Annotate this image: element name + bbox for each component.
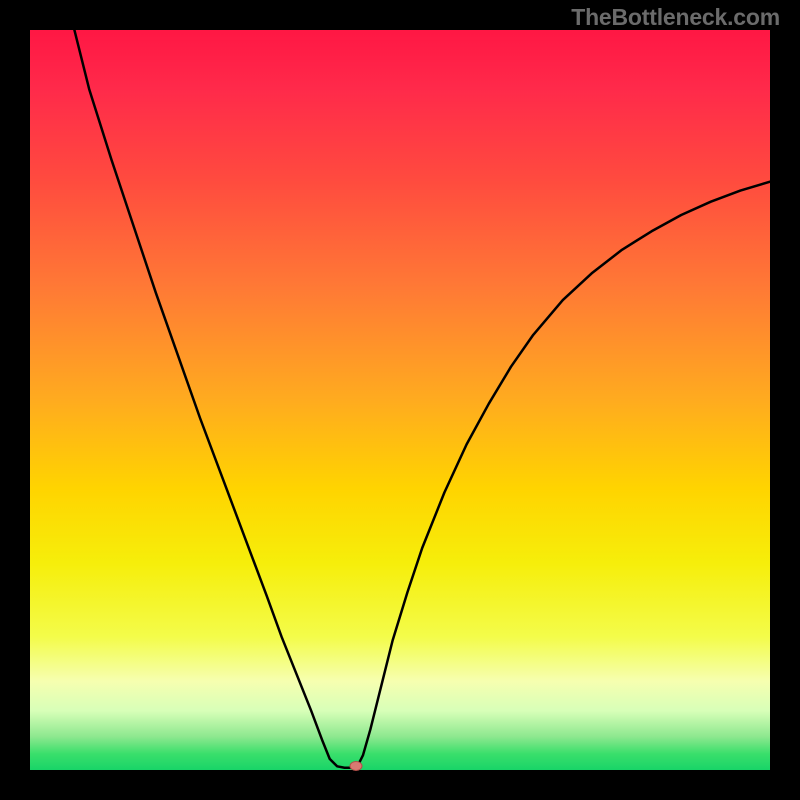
watermark-text: TheBottleneck.com xyxy=(571,4,780,31)
plot-svg xyxy=(30,30,770,770)
optimum-marker xyxy=(349,761,362,771)
plot-area xyxy=(30,30,770,770)
chart-frame: TheBottleneck.com xyxy=(0,0,800,800)
gradient-background xyxy=(30,30,770,770)
